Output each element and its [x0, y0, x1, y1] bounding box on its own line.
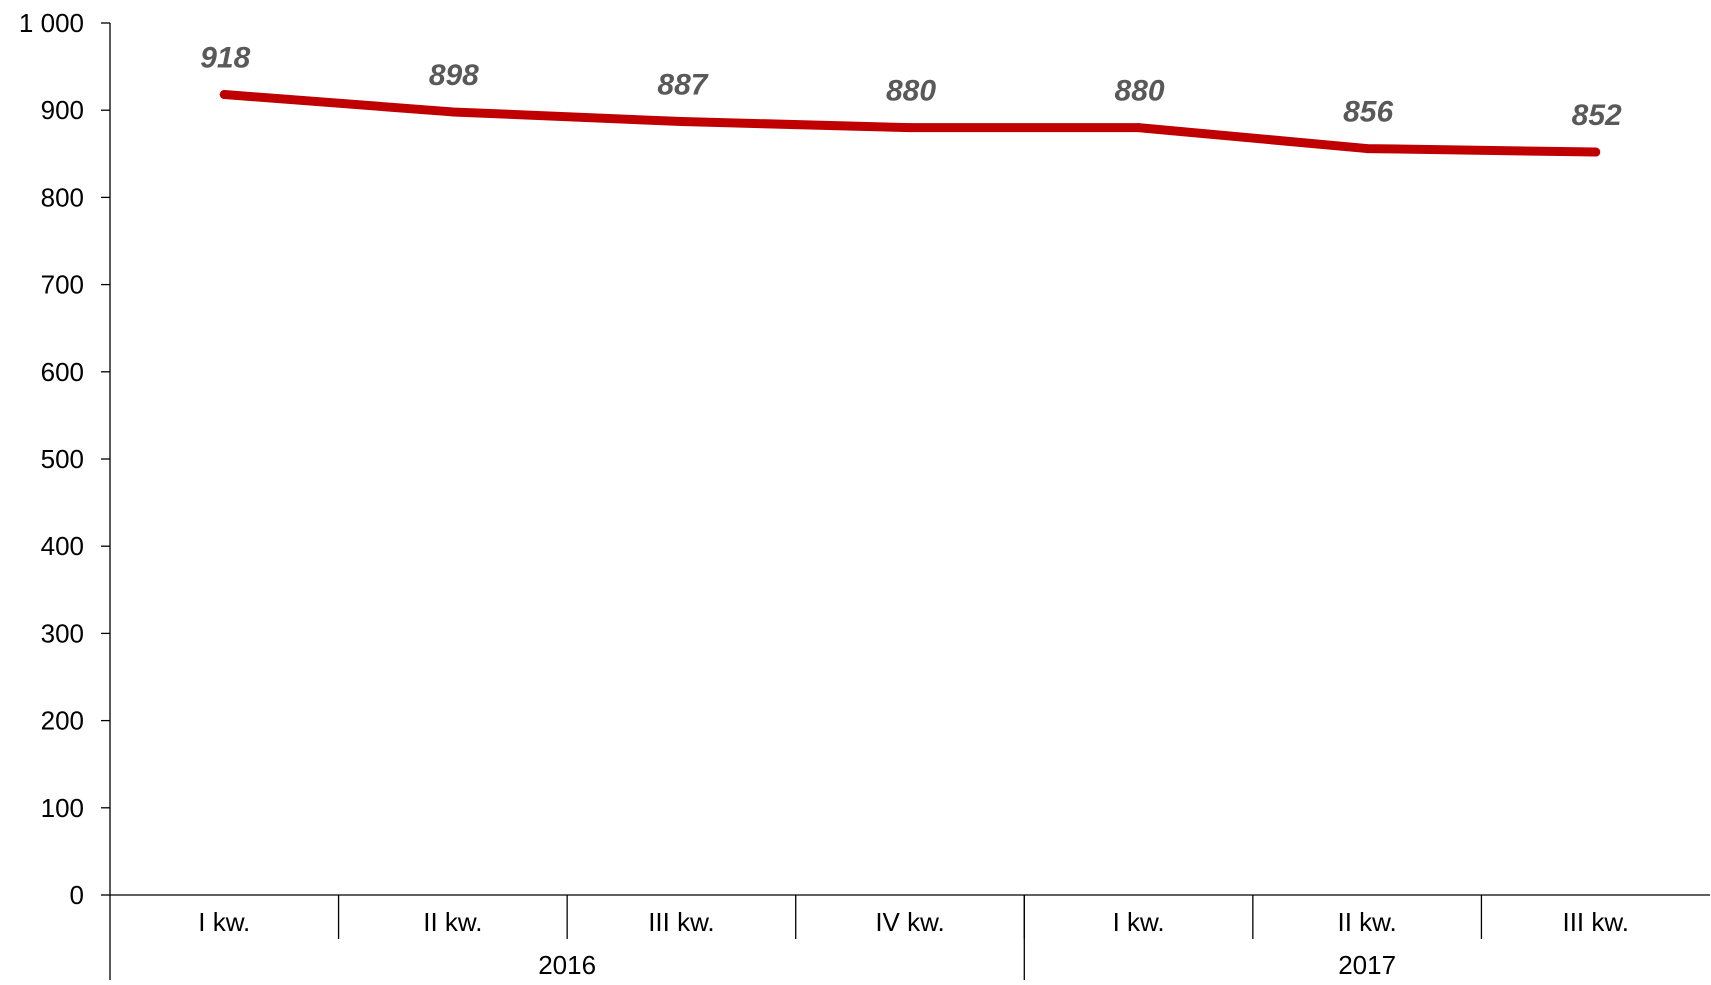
x-category-label: IV kw.	[875, 907, 944, 937]
x-category-label: III kw.	[1562, 907, 1628, 937]
x-category-label: I kw.	[198, 907, 250, 937]
y-tick-label: 1 000	[19, 8, 84, 38]
y-axis: 0 100 200 300 400 500 600 700 800 900 1 000	[19, 8, 111, 980]
data-point	[219, 90, 229, 100]
data-point	[448, 107, 458, 117]
data-label: 880	[886, 75, 936, 108]
y-tick-label: 600	[41, 357, 84, 387]
y-tick-label: 400	[41, 531, 84, 561]
data-labels: 918 898 887 880 880 856 852	[200, 42, 1622, 133]
data-point	[676, 117, 686, 127]
y-tick-label: 200	[41, 706, 84, 736]
y-tick-label: 500	[41, 444, 84, 474]
series-group	[219, 90, 1601, 157]
x-group-label: 2016	[538, 950, 596, 980]
data-point	[905, 123, 915, 133]
x-axis: I kw. II kw. III kw. IV kw. I kw. II kw. III k…	[110, 894, 1710, 980]
x-category-label: II kw.	[1338, 907, 1397, 937]
data-label: 898	[429, 59, 479, 92]
y-tick-label: 700	[41, 270, 84, 300]
data-label: 852	[1572, 99, 1622, 132]
data-label: 856	[1343, 96, 1393, 129]
data-point	[1134, 123, 1144, 133]
data-point	[1591, 147, 1601, 157]
y-tick-label: 100	[41, 793, 84, 823]
data-label: 918	[200, 42, 250, 75]
x-group-label: 2017	[1338, 950, 1396, 980]
x-category-label: I kw.	[1113, 907, 1165, 937]
y-tick-label: 0	[70, 880, 84, 910]
data-label: 880	[1115, 75, 1165, 108]
x-category-label: III kw.	[648, 907, 714, 937]
y-tick-label: 800	[41, 182, 84, 212]
y-tick-label: 900	[41, 95, 84, 125]
y-tick-label: 300	[41, 618, 84, 648]
data-point	[1362, 144, 1372, 154]
x-category-label: II kw.	[423, 907, 482, 937]
data-label: 887	[657, 69, 708, 102]
